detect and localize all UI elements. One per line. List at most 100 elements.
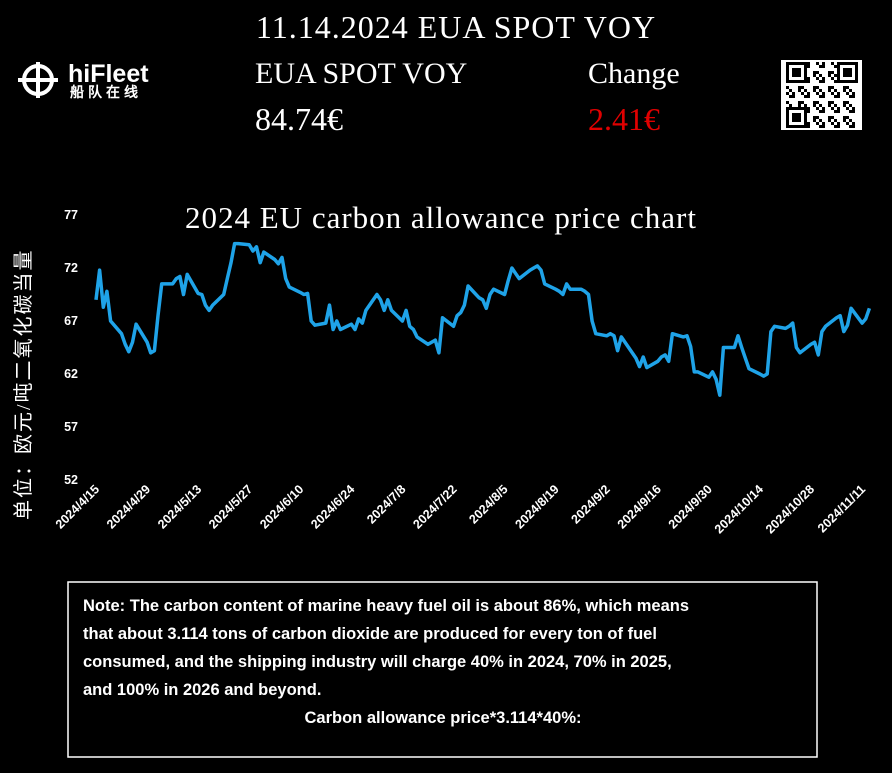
qr-module (798, 68, 801, 71)
qr-module (828, 116, 831, 119)
qr-module (834, 125, 837, 128)
qr-module (789, 125, 792, 128)
qr-module (813, 86, 816, 89)
qr-module (786, 80, 789, 83)
qr-module (846, 74, 849, 77)
qr-module (807, 95, 810, 98)
qr-module (786, 107, 789, 110)
qr-module (786, 74, 789, 77)
qr-module (822, 77, 825, 80)
qr-module (792, 80, 795, 83)
qr-module (819, 89, 822, 92)
logo-subtitle: 船队在线 (70, 84, 142, 100)
qr-module (843, 101, 846, 104)
qr-module (849, 125, 852, 128)
qr-module (828, 74, 831, 77)
qr-module (801, 101, 804, 104)
qr-module (840, 62, 843, 65)
qr-module (852, 92, 855, 95)
qr-module (849, 62, 852, 65)
qr-module (807, 77, 810, 80)
qr-module (792, 119, 795, 122)
qr-module (828, 89, 831, 92)
qr-module (786, 68, 789, 71)
qr-module (837, 110, 840, 113)
qr-module (819, 95, 822, 98)
qr-module (843, 86, 846, 89)
qr-module (792, 92, 795, 95)
qr-module (840, 80, 843, 83)
qr-module (807, 80, 810, 83)
qr-module (828, 101, 831, 104)
qr-module (849, 119, 852, 122)
qr-module (792, 74, 795, 77)
qr-module (843, 116, 846, 119)
qr-module (798, 71, 801, 74)
logo-name: hiFleet (68, 60, 149, 88)
qr-module (852, 62, 855, 65)
qr-module (801, 86, 804, 89)
qr-module (855, 77, 858, 80)
qr-module (846, 92, 849, 95)
qr-module (786, 113, 789, 116)
qr-module (837, 65, 840, 68)
qr-module (843, 104, 846, 107)
qr-module (804, 107, 807, 110)
qr-module (795, 107, 798, 110)
qr-module (801, 62, 804, 65)
y-tick-label: 72 (64, 261, 78, 275)
price-line (94, 241, 872, 397)
qr-module (795, 116, 798, 119)
qr-module (849, 68, 852, 71)
qr-module (816, 71, 819, 74)
note-box (67, 581, 818, 758)
qr-module (831, 77, 834, 80)
qr-module (831, 101, 834, 104)
qr-module (849, 110, 852, 113)
qr-module (798, 86, 801, 89)
qr-module (795, 119, 798, 122)
qr-module (849, 71, 852, 74)
qr-module (795, 80, 798, 83)
qr-module (792, 95, 795, 98)
qr-module (846, 116, 849, 119)
qr-module (834, 65, 837, 68)
qr-module (798, 62, 801, 65)
qr-module (816, 92, 819, 95)
qr-module (816, 77, 819, 80)
qr-module (852, 95, 855, 98)
qr-module (843, 89, 846, 92)
qr-module (804, 71, 807, 74)
note-line: and 100% in 2026 and beyond. (83, 681, 321, 699)
qr-module (813, 89, 816, 92)
qr-module (807, 110, 810, 113)
qr-module (831, 62, 834, 65)
qr-module (822, 80, 825, 83)
change-label: Change (588, 57, 680, 90)
note: Note: The carbon content of marine heavy… (83, 597, 689, 727)
qr-module (837, 74, 840, 77)
qr-module (822, 122, 825, 125)
qr-module (831, 116, 834, 119)
qr-module (813, 101, 816, 104)
qr-module (852, 110, 855, 113)
qr-module (837, 62, 840, 65)
qr-module (828, 71, 831, 74)
qr-module (855, 71, 858, 74)
qr-module (819, 74, 822, 77)
qr-module (807, 122, 810, 125)
qr-module (831, 71, 834, 74)
qr-module (813, 71, 816, 74)
qr-module (798, 116, 801, 119)
qr-module (807, 92, 810, 95)
qr-module (804, 122, 807, 125)
qr-module (798, 113, 801, 116)
qr-module (786, 92, 789, 95)
qr-module (795, 74, 798, 77)
qr-module (834, 119, 837, 122)
qr-module (849, 74, 852, 77)
qr-module (846, 71, 849, 74)
qr-module (834, 95, 837, 98)
qr-module (786, 116, 789, 119)
qr-module (834, 89, 837, 92)
